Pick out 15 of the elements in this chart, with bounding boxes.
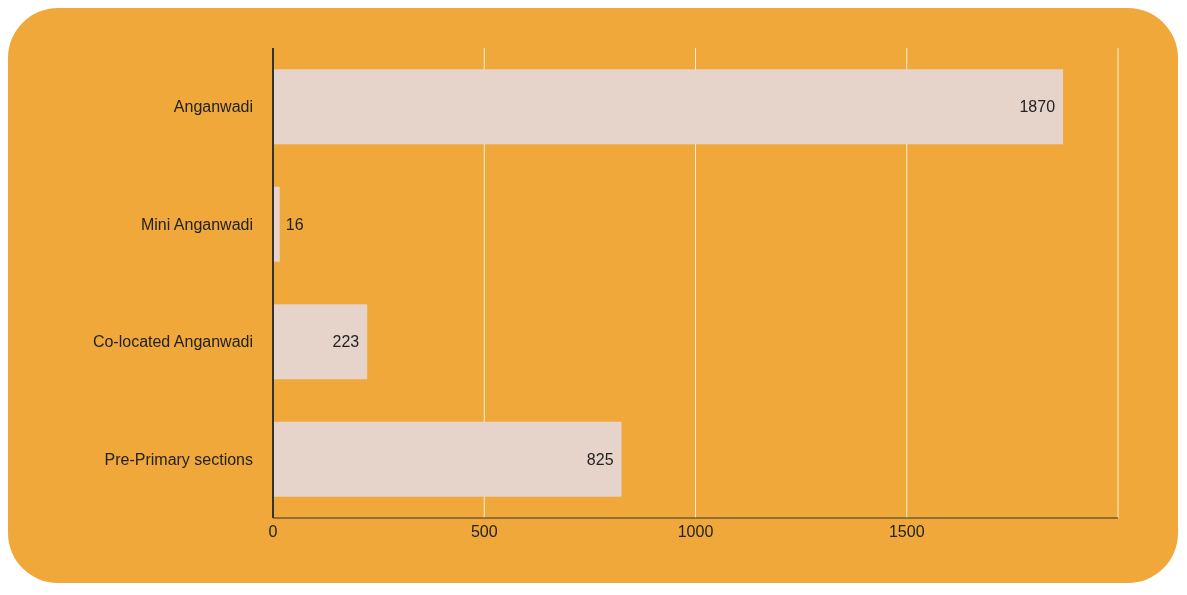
bar: [273, 69, 1064, 145]
x-tick-label: 1500: [888, 523, 925, 541]
data-label: 825: [586, 450, 614, 468]
y-tick-label: Anganwadi: [173, 98, 253, 116]
y-tick-label: Mini Anganwadi: [140, 215, 253, 233]
x-tick-label: 1000: [677, 523, 714, 541]
data-label: 16: [285, 215, 304, 233]
x-tick-label: 0: [268, 523, 278, 541]
y-tick-label: Co-located Anganwadi: [92, 333, 253, 351]
bar: [273, 304, 368, 380]
x-tick-label: 500: [470, 523, 498, 541]
y-tick-label: Pre-Primary sections: [104, 450, 253, 468]
bar: [273, 421, 622, 497]
data-label: 223: [332, 333, 360, 351]
data-label: 1870: [1019, 98, 1056, 116]
